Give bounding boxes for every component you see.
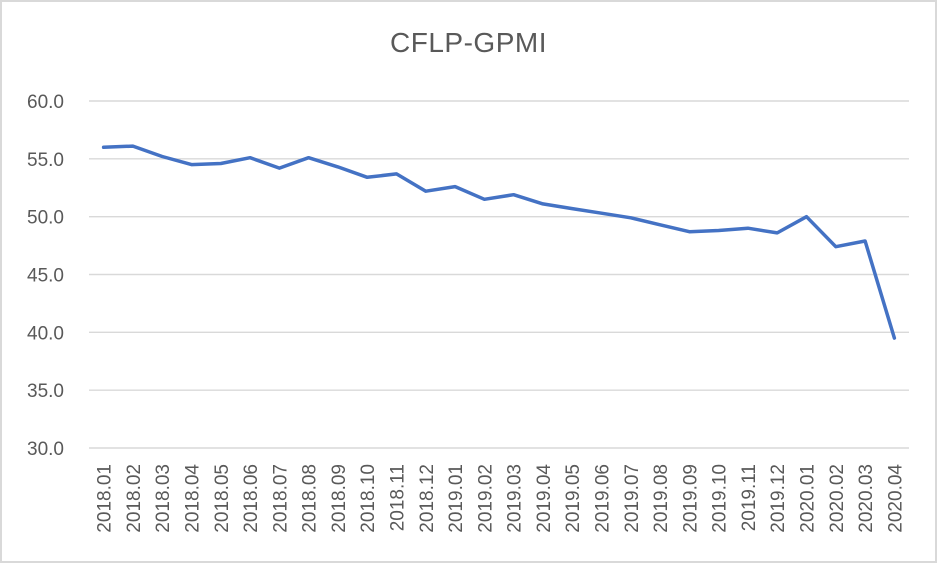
y-tick-label: 55.0	[27, 150, 64, 171]
x-tick-label: 2018.11	[388, 464, 409, 531]
x-tick-label: 2018.10	[358, 464, 379, 533]
x-tick-label: 2018.05	[212, 464, 233, 533]
x-tick-label: 2019.11	[739, 464, 760, 531]
x-tick-label: 2018.12	[417, 464, 438, 533]
x-tick-label: 2018.08	[300, 464, 321, 533]
x-tick-label: 2018.01	[95, 464, 116, 533]
y-tick-label: 35.0	[27, 381, 64, 402]
x-tick-label: 2018.04	[183, 464, 204, 533]
y-tick-label: 60.0	[27, 92, 64, 113]
series-line	[101, 144, 897, 340]
x-tick-label: 2019.05	[563, 464, 584, 533]
x-tick-label: 2019.06	[593, 464, 614, 533]
x-tick-label: 2019.04	[534, 464, 555, 533]
x-tick-label: 2019.08	[651, 464, 672, 533]
x-tick-label: 2019.10	[710, 464, 731, 533]
chart-title: CFLP-GPMI	[390, 27, 547, 58]
x-tick-label: 2018.09	[329, 464, 350, 533]
y-tick-label: 30.0	[27, 439, 64, 460]
x-tick-label: 2019.01	[446, 464, 467, 533]
x-tick-label: 2020.02	[827, 464, 848, 533]
x-tick-label: 2018.06	[241, 464, 262, 533]
y-tick-label: 50.0	[27, 208, 64, 229]
x-tick-label: 2018.03	[153, 464, 174, 533]
x-tick-label: 2020.01	[798, 464, 819, 533]
x-tick-label: 2020.03	[856, 464, 877, 533]
x-tick-label: 2019.12	[768, 464, 789, 533]
y-tick-label: 45.0	[27, 266, 64, 287]
x-tick-label: 2019.03	[505, 464, 526, 533]
x-tick-label: 2020.04	[885, 464, 906, 533]
x-tick-label: 2019.02	[475, 464, 496, 533]
x-tick-label: 2019.07	[622, 464, 643, 533]
y-tick-label: 40.0	[27, 323, 64, 344]
x-tick-label: 2018.07	[270, 464, 291, 533]
x-tick-label: 2018.02	[124, 464, 145, 533]
x-tick-label: 2019.09	[680, 464, 701, 533]
